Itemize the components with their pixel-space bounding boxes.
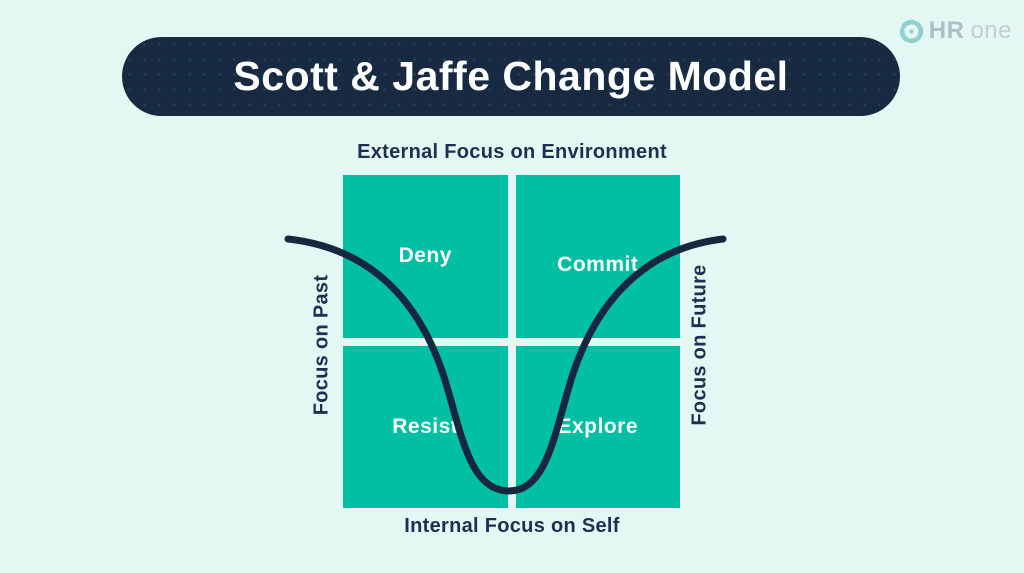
axis-label-bottom: Internal Focus on Self xyxy=(404,515,620,537)
quadrant-deny: Deny xyxy=(343,175,508,338)
logo-text-secondary: one xyxy=(970,17,1012,44)
axis-label-top: External Focus on Environment xyxy=(357,141,667,163)
hrone-swirl-icon xyxy=(899,19,923,43)
quadrant-explore-label: Explore xyxy=(557,414,639,438)
logo-text-primary: HR xyxy=(928,17,965,44)
quadrant-grid: Deny Commit Resist Explore xyxy=(343,175,680,508)
axis-label-left: Focus on Past xyxy=(310,274,333,416)
quadrant-commit-label: Commit xyxy=(557,253,639,277)
quadrant-deny-label: Deny xyxy=(398,244,452,268)
title-banner: Scott & Jaffe Change Model xyxy=(122,37,900,116)
page-title: Scott & Jaffe Change Model xyxy=(233,53,789,99)
hrone-logo: HR one xyxy=(899,17,1012,45)
quadrant-resist-label: Resist xyxy=(392,414,459,438)
quadrant-resist: Resist xyxy=(343,345,508,508)
quadrant-explore: Explore xyxy=(515,345,680,508)
quadrant-commit: Commit xyxy=(515,175,680,338)
axis-label-right: Focus on Future xyxy=(688,264,711,426)
